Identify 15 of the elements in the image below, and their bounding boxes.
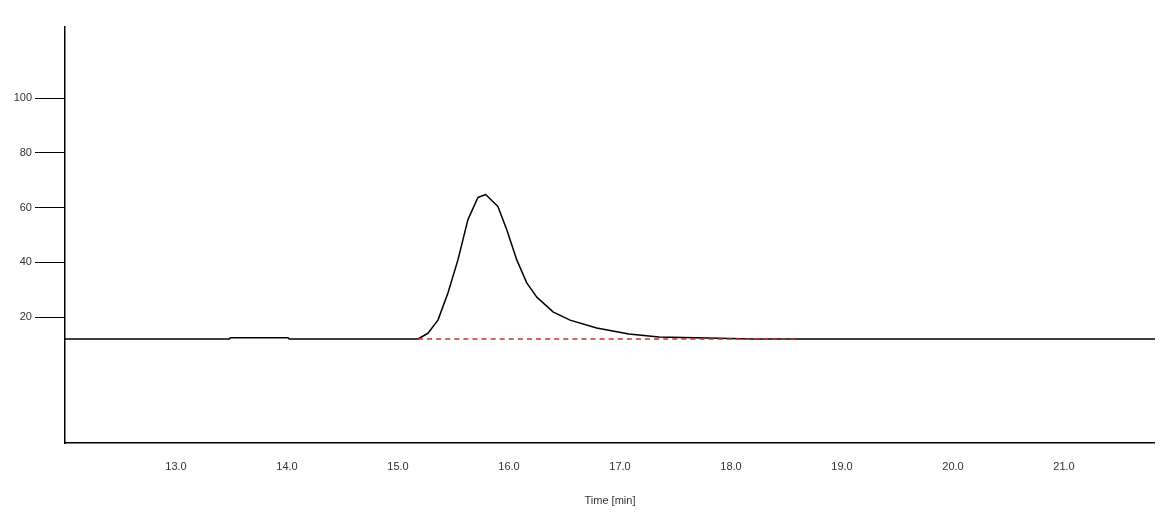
x-axis-title: Time [min]: [584, 494, 636, 507]
x-tick-label: 17.0: [609, 459, 631, 472]
y-tick-label: 40: [19, 255, 32, 268]
y-tick-label: 60: [19, 200, 32, 213]
x-tick-label: 21.0: [1053, 459, 1075, 472]
x-tick-label: 16.0: [498, 459, 520, 472]
y-tick-label: 100: [13, 91, 32, 104]
x-tick-label: 18.0: [720, 459, 742, 472]
y-tick-label: 20: [19, 310, 32, 323]
x-tick-label: 13.0: [165, 459, 187, 472]
x-tick-label: 20.0: [942, 459, 964, 472]
x-tick-label: 19.0: [831, 459, 853, 472]
x-tick-label: 14.0: [276, 459, 298, 472]
x-tick-label: 15.0: [387, 459, 409, 472]
y-tick-label: 80: [19, 145, 32, 158]
